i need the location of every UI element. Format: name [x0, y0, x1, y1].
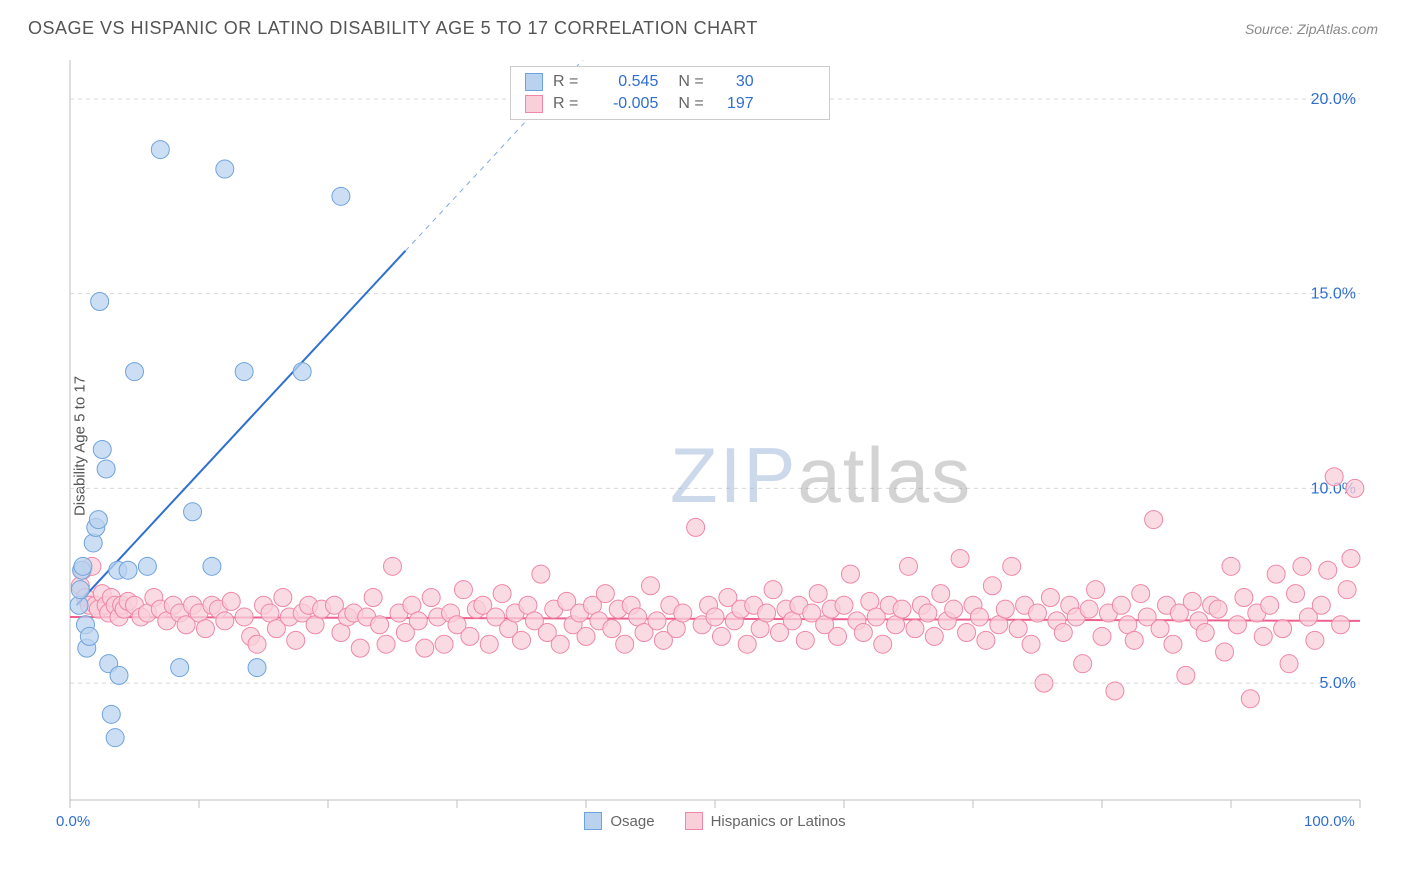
stats-row: R = 0.545 N = 30: [511, 71, 829, 93]
stat-r-label: R =: [553, 95, 578, 113]
stat-n-value: 30: [714, 73, 754, 91]
stat-r-value: 0.545: [588, 73, 658, 91]
stat-n-label: N =: [678, 73, 703, 91]
svg-text:20.0%: 20.0%: [1311, 91, 1356, 108]
legend-swatch: [584, 812, 602, 830]
scatter-chart: 5.0%10.0%15.0%20.0%: [50, 60, 1380, 830]
stat-n-value: 197: [714, 95, 754, 113]
stats-row: R = -0.005 N = 197: [511, 93, 829, 115]
legend-item: Hispanics or Latinos: [685, 812, 846, 830]
legend-swatch: [525, 95, 543, 113]
svg-text:15.0%: 15.0%: [1311, 286, 1356, 303]
x-axis-max-label: 100.0%: [1304, 813, 1355, 830]
legend-label: Hispanics or Latinos: [711, 813, 846, 830]
header: OSAGE VS HISPANIC OR LATINO DISABILITY A…: [0, 0, 1406, 47]
svg-text:5.0%: 5.0%: [1320, 675, 1356, 692]
stat-n-label: N =: [678, 95, 703, 113]
legend-bottom: Osage Hispanics or Latinos: [50, 812, 1380, 830]
source-attribution: Source: ZipAtlas.com: [1245, 21, 1378, 37]
legend-swatch: [685, 812, 703, 830]
legend-label: Osage: [610, 813, 654, 830]
legend-item: Osage: [584, 812, 654, 830]
x-axis-min-label: 0.0%: [56, 813, 90, 830]
stat-r-label: R =: [553, 73, 578, 91]
chart-title: OSAGE VS HISPANIC OR LATINO DISABILITY A…: [28, 18, 758, 39]
chart-area: 5.0%10.0%15.0%20.0% ZIPatlas R =0.545N =…: [50, 60, 1380, 830]
legend-swatch: [525, 73, 543, 91]
correlation-stats-box: R = 0.545 N = 30 R = -0.005 N = 197: [510, 66, 830, 120]
stat-r-value: -0.005: [588, 95, 658, 113]
